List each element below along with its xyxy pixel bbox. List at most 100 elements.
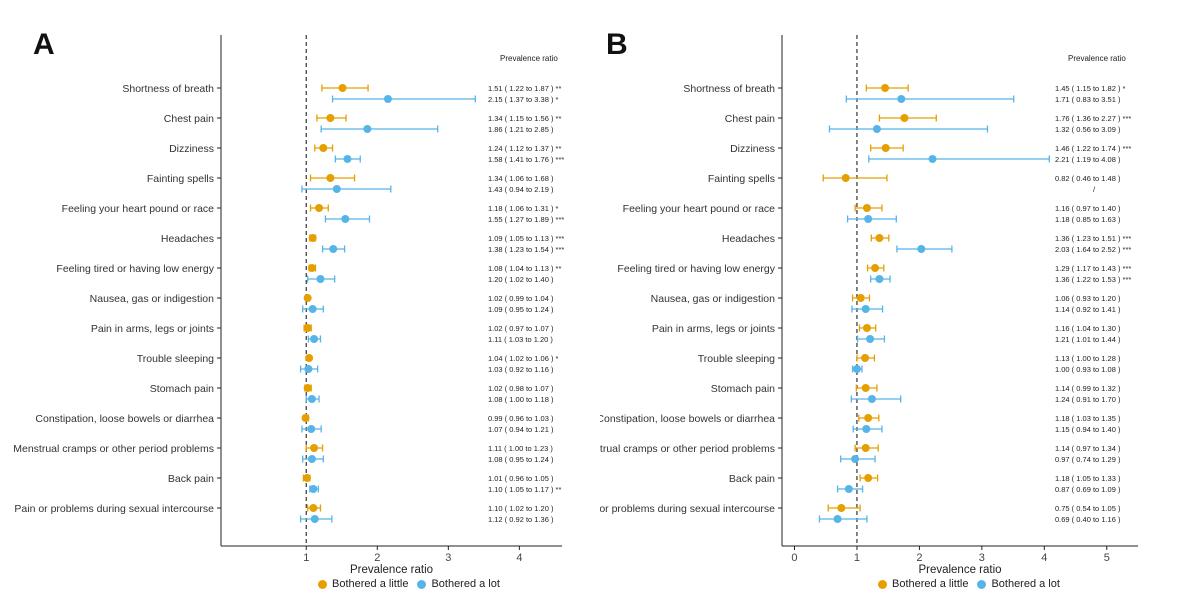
ratio-text-lot: 2.03 ( 1.64 to 2.52 ) *** <box>1055 245 1131 254</box>
point-lot <box>928 155 937 163</box>
point-little <box>862 324 871 332</box>
legend-dot-little <box>878 579 887 589</box>
symptom-label: Feeling tired or having low energy <box>617 263 775 275</box>
ratio-text-little: 1.45 ( 1.15 to 1.82 ) * <box>1055 84 1126 93</box>
point-little <box>309 504 318 512</box>
point-little <box>875 234 884 242</box>
ratio-text-lot: 0.97 ( 0.74 to 1.29 ) <box>1055 455 1121 464</box>
legend-label-lot: Bothered a lot <box>431 578 500 590</box>
point-lot <box>844 485 853 493</box>
ratio-text-little: 1.14 ( 0.97 to 1.34 ) <box>1055 444 1121 453</box>
ratio-text-little: 1.16 ( 0.97 to 1.40 ) <box>1055 204 1121 213</box>
symptom-label: Headaches <box>722 233 775 245</box>
ratio-text-lot: 1.15 ( 0.94 to 1.40 ) <box>1055 425 1121 434</box>
symptom-label: Stomach pain <box>711 383 775 395</box>
x-tick-label: 1 <box>854 552 860 564</box>
ratio-text-lot: 1.12 ( 0.92 to 1.36 ) <box>488 515 554 524</box>
symptom-label: Pain or problems during sexual intercour… <box>14 503 214 515</box>
ratio-text-lot: 1.09 ( 0.95 to 1.24 ) <box>488 305 554 314</box>
ratio-text-lot: 1.86 ( 1.21 to 2.85 ) <box>488 125 554 134</box>
point-little <box>326 114 335 122</box>
point-little <box>864 474 873 482</box>
symptom-label: Menstrual cramps or other period problem… <box>600 443 775 455</box>
ratio-text-little: 1.34 ( 1.06 to 1.68 ) <box>488 174 554 183</box>
x-tick-label: 3 <box>445 552 451 564</box>
ratio-text-little: 1.02 ( 0.97 to 1.07 ) <box>488 324 554 333</box>
symptom-label: Dizziness <box>730 143 775 155</box>
point-little <box>338 84 347 92</box>
ratio-text-little: 1.18 ( 1.03 to 1.35 ) <box>1055 414 1121 423</box>
point-little <box>303 294 312 302</box>
point-little <box>856 294 865 302</box>
symptom-label: Pain or problems during sexual intercour… <box>600 503 775 515</box>
ratio-text-little: 1.51 ( 1.22 to 1.87 ) ** <box>488 84 561 93</box>
ratio-text-lot: 1.00 ( 0.93 to 1.08 ) <box>1055 365 1121 374</box>
point-little <box>301 414 310 422</box>
ratio-text-lot: 0.87 ( 0.69 to 1.09 ) <box>1055 485 1121 494</box>
legend-dot-lot <box>977 579 987 589</box>
point-little <box>864 414 873 422</box>
point-lot <box>897 95 906 103</box>
point-little <box>861 354 870 362</box>
point-lot <box>866 335 875 343</box>
point-lot <box>308 305 317 313</box>
symptom-label: Chest pain <box>164 113 214 125</box>
ratio-text-little: 1.24 ( 1.12 to 1.37 ) ** <box>488 144 561 153</box>
point-lot <box>309 485 318 493</box>
point-lot <box>343 155 352 163</box>
ratio-text-little: 1.04 ( 1.02 to 1.06 ) * <box>488 354 559 363</box>
x-axis-title: Prevalence ratio <box>918 564 1001 576</box>
x-tick-label: 2 <box>374 552 380 564</box>
ratio-text-little: 1.11 ( 1.00 to 1.23 ) <box>488 444 553 453</box>
ratio-text-little: 1.14 ( 0.99 to 1.32 ) <box>1055 384 1121 393</box>
symptom-label: Nausea, gas or indigestion <box>651 293 775 305</box>
symptom-label: Stomach pain <box>150 383 214 395</box>
legend-label-lot: Bothered a lot <box>991 578 1060 590</box>
point-little <box>841 174 850 182</box>
ratio-text-lot: 1.08 ( 0.95 to 1.24 ) <box>488 455 554 464</box>
ratio-text-little: 1.02 ( 0.99 to 1.04 ) <box>488 294 554 303</box>
symptom-label: Trouble sleeping <box>698 353 775 365</box>
symptom-label: Constipation, loose bowels or diarrhea <box>35 413 214 425</box>
ratio-text-lot: 1.20 ( 1.02 to 1.40 ) <box>488 275 554 284</box>
ratio-text-little: 1.10 ( 1.02 to 1.20 ) <box>488 504 554 513</box>
ratio-text-lot: 1.07 ( 0.94 to 1.21 ) <box>488 425 554 434</box>
ratio-text-lot: 1.71 ( 0.83 to 3.51 ) <box>1055 95 1121 104</box>
forest-plot-a: 1 2 3 4 Prevalence ratio Prevalence ratio Shor… <box>13 35 564 576</box>
ratio-text-lot: 1.10 ( 1.05 to 1.17 ) ** <box>488 485 561 494</box>
ratio-text-lot: 1.18 ( 0.85 to 1.63 ) <box>1055 215 1121 224</box>
point-lot <box>864 215 873 223</box>
ratio-text-little: 1.02 ( 0.98 to 1.07 ) <box>488 384 554 393</box>
ratio-text-little: 1.08 ( 1.04 to 1.13 ) ** <box>488 264 561 273</box>
point-lot <box>304 365 313 373</box>
symptom-label: Shortness of breath <box>683 83 775 95</box>
ratio-text-lot: 1.03 ( 0.92 to 1.16 ) <box>488 365 554 374</box>
symptom-label: Feeling tired or having low energy <box>56 263 214 275</box>
symptom-label: Fainting spells <box>147 173 214 185</box>
point-little <box>871 264 880 272</box>
point-lot <box>851 455 860 463</box>
symptom-label: Feeling your heart pound or race <box>62 203 215 215</box>
symptom-label: Feeling your heart pound or race <box>623 203 776 215</box>
point-little <box>308 234 317 242</box>
legend-dot-lot <box>417 579 427 589</box>
ratio-text-little: 1.76 ( 1.36 to 2.27 ) *** <box>1055 114 1131 123</box>
x-tick-label: 1 <box>303 552 309 564</box>
panel-a: A 1 2 3 4 Prevalence ratio Prevalence ratio Sh… <box>0 0 600 607</box>
x-tick-label: 0 <box>791 552 797 564</box>
symptom-label: Nausea, gas or indigestion <box>90 293 214 305</box>
ratio-column-header: Prevalence ratio <box>500 54 558 63</box>
x-tick-label: 3 <box>979 552 985 564</box>
ratio-text-little: 1.16 ( 1.04 to 1.30 ) <box>1055 324 1121 333</box>
point-lot <box>307 425 316 433</box>
point-lot <box>316 275 325 283</box>
ratio-text-lot: 1.43 ( 0.94 to 2.19 ) <box>488 185 554 194</box>
point-little <box>326 174 335 182</box>
symptom-label: Back pain <box>168 473 214 485</box>
point-lot <box>332 185 341 193</box>
symptom-label: Back pain <box>729 473 775 485</box>
ratio-text-lot: 1.21 ( 1.01 to 1.44 ) <box>1055 335 1121 344</box>
ratio-text-little: 1.46 ( 1.22 to 1.74 ) *** <box>1055 144 1131 153</box>
point-little <box>305 354 314 362</box>
panel-letter-a: A <box>33 28 55 61</box>
